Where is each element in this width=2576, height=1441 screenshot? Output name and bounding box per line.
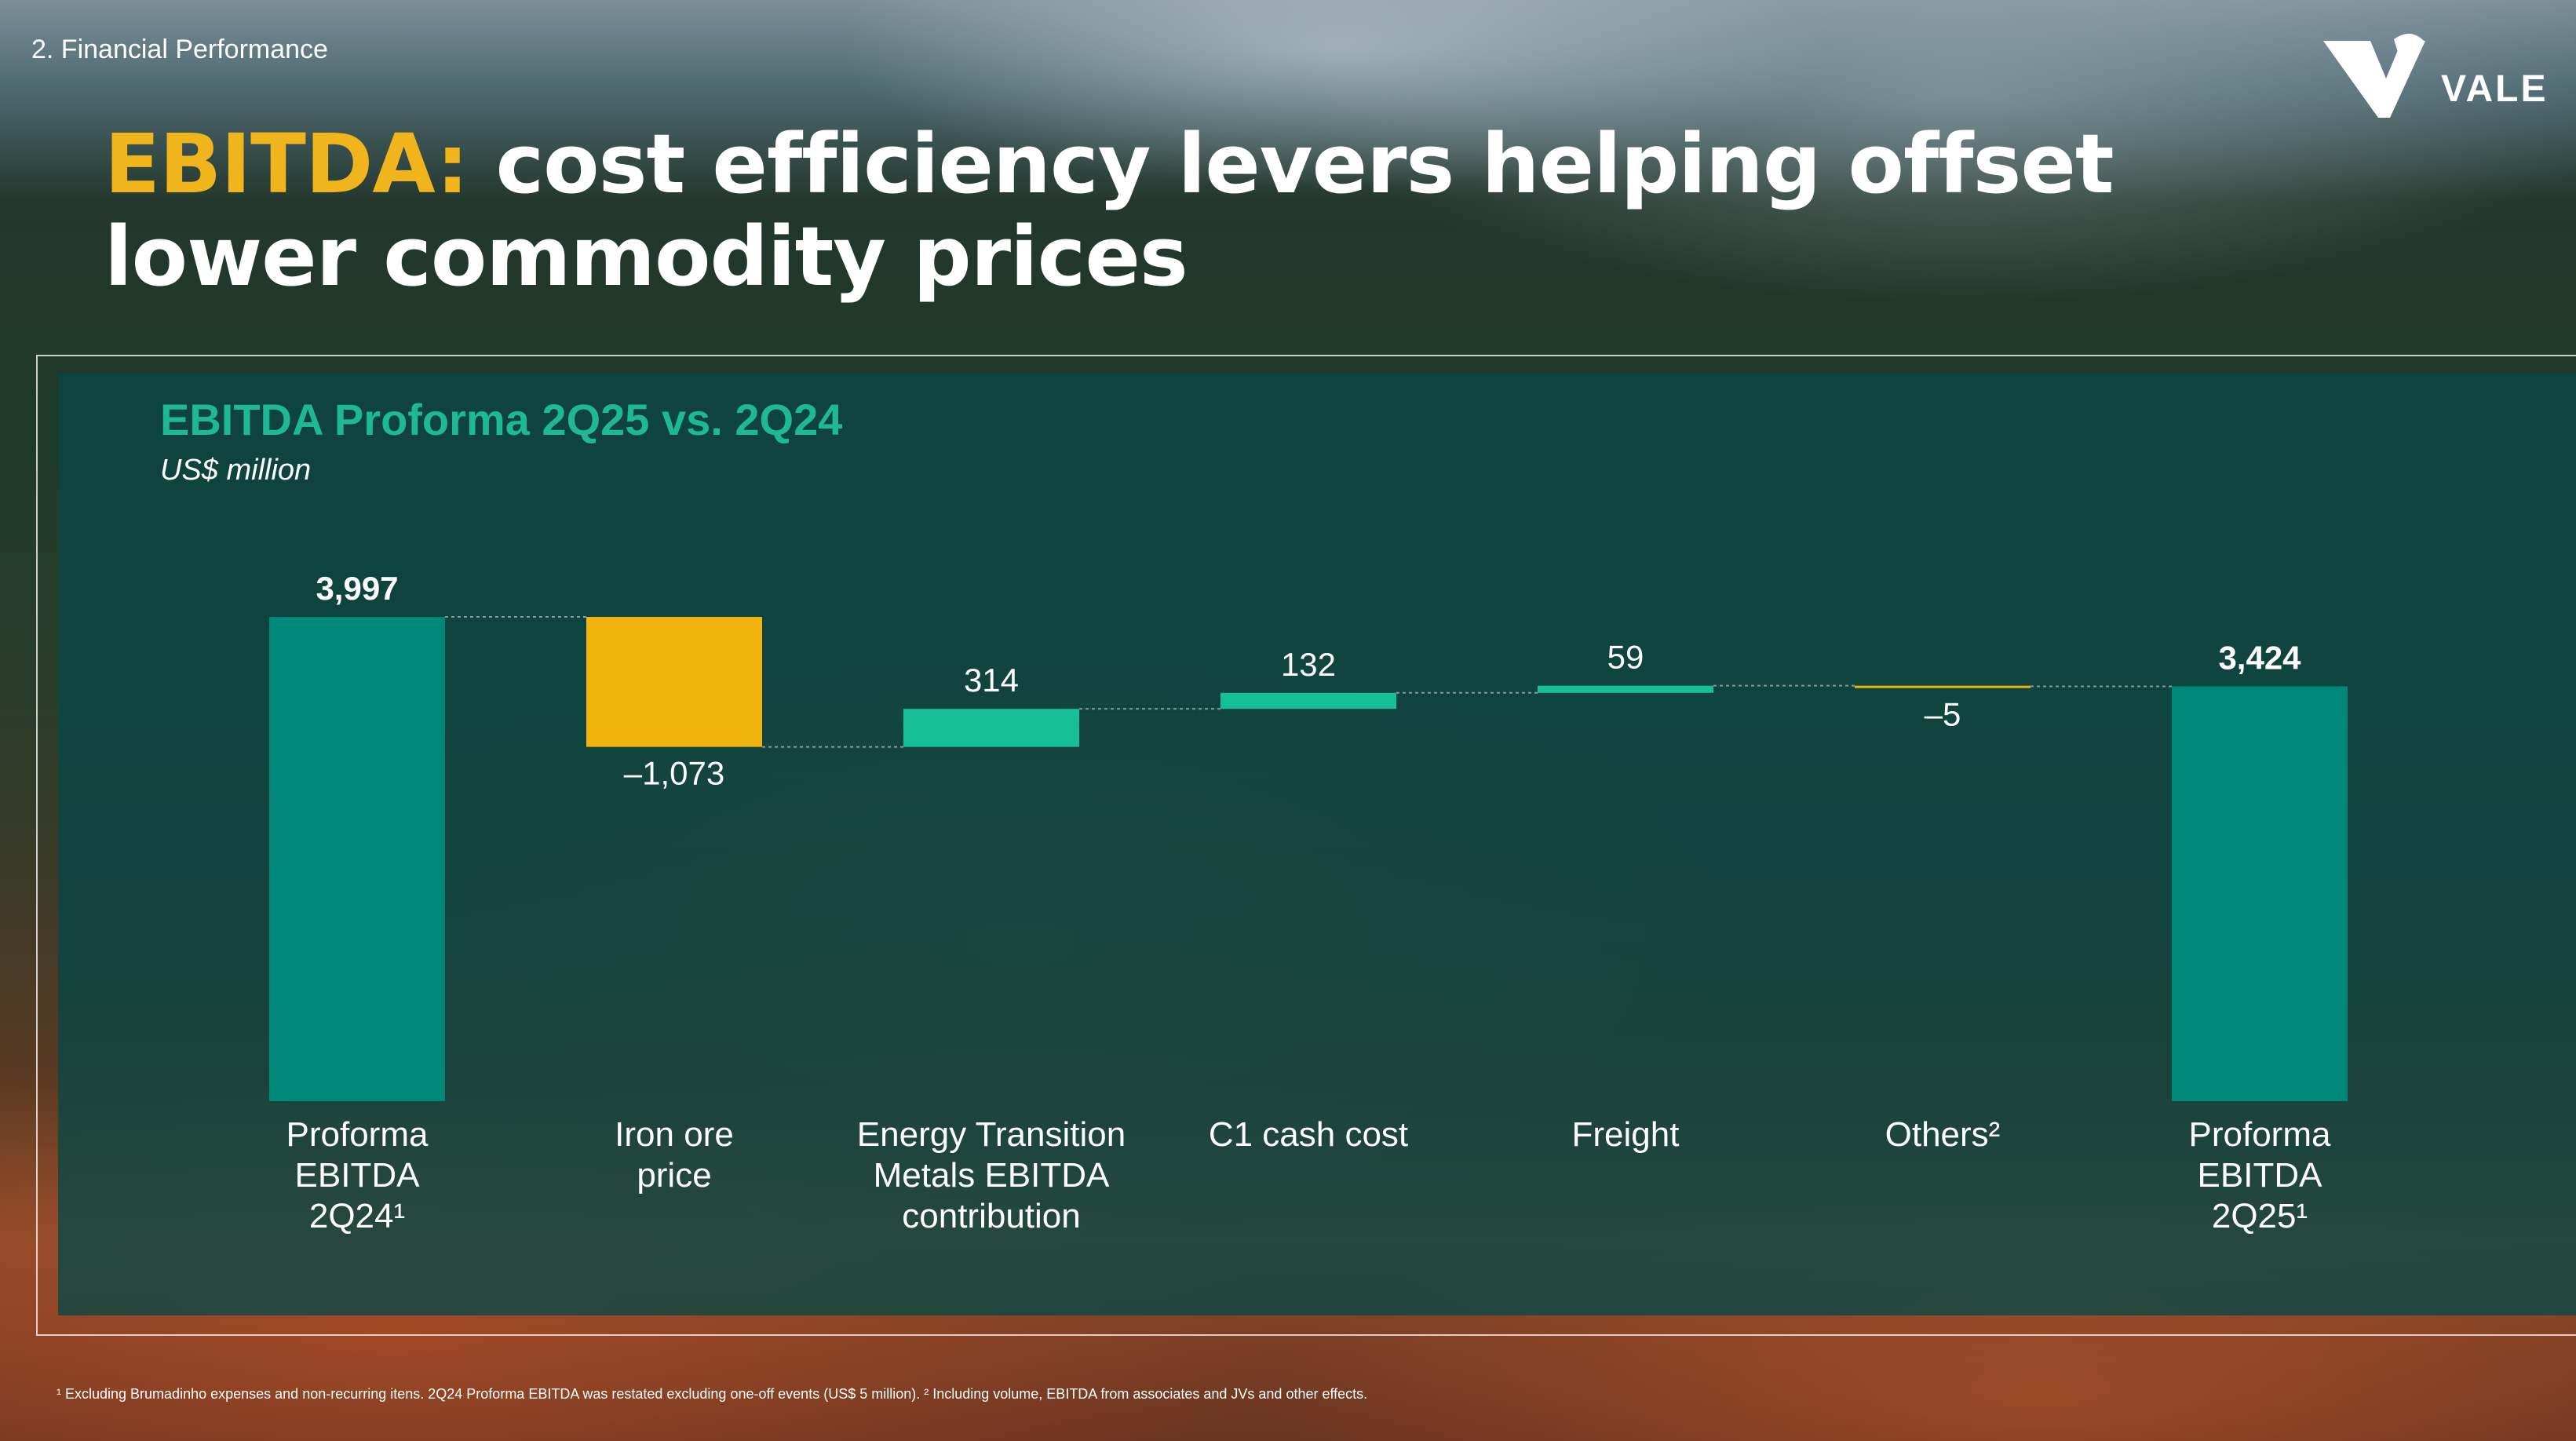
chart-unit: US$ million — [160, 454, 312, 487]
chart-frame — [36, 355, 2576, 1336]
bar-6 — [2172, 686, 2348, 1101]
category-label-1-0: Iron ore — [615, 1115, 734, 1154]
vale-logo-text: VALE — [2441, 68, 2549, 110]
value-label-6: 3,424 — [2218, 639, 2301, 676]
bar-5 — [1855, 685, 2031, 688]
value-label-2: 314 — [964, 662, 1019, 699]
section-label: 2. Financial Performance — [31, 35, 328, 64]
category-label-2-2: contribution — [902, 1197, 1080, 1235]
category-label-0-2: 2Q24¹ — [309, 1197, 405, 1235]
category-label-6-0: Proforma — [2189, 1115, 2331, 1154]
title-accent: EBITDA: — [104, 116, 469, 212]
bar-0 — [269, 617, 445, 1101]
vale-logo-icon — [2323, 33, 2425, 118]
bar-1 — [586, 617, 762, 747]
category-label-4-0: Freight — [1572, 1115, 1680, 1154]
value-label-4: 59 — [1607, 639, 1644, 676]
bar-4 — [1538, 685, 1713, 693]
title-line1: cost efficiency levers helping offset — [468, 116, 2114, 212]
category-label-1-1: price — [637, 1156, 711, 1195]
category-label-0-0: Proforma — [286, 1115, 429, 1154]
bar-2 — [903, 709, 1079, 747]
chart-panel — [58, 374, 2576, 1315]
footnote: ¹ Excluding Brumadinho expenses and non-… — [57, 1386, 1368, 1402]
category-label-3-0: C1 cash cost — [1209, 1115, 1408, 1154]
category-label-0-1: EBITDA — [295, 1156, 421, 1195]
category-label-6-2: 2Q25¹ — [2212, 1197, 2308, 1235]
title-line2: lower commodity prices — [104, 209, 1188, 305]
category-label-6-1: EBITDA — [2198, 1156, 2323, 1195]
category-label-2-1: Metals EBITDA — [874, 1156, 1110, 1195]
category-label-5-0: Others² — [1885, 1115, 2001, 1154]
value-label-0: 3,997 — [316, 570, 398, 607]
category-label-2-0: Energy Transition — [857, 1115, 1126, 1154]
chart-title: EBITDA Proforma 2Q25 vs. 2Q24 — [160, 395, 843, 444]
value-label-5: –5 — [1925, 696, 1961, 733]
value-label-3: 132 — [1281, 646, 1336, 683]
page-title: EBITDA: cost efficiency levers helping o… — [104, 118, 2224, 303]
value-label-1: –1,073 — [624, 755, 724, 792]
bar-3 — [1220, 692, 1396, 710]
